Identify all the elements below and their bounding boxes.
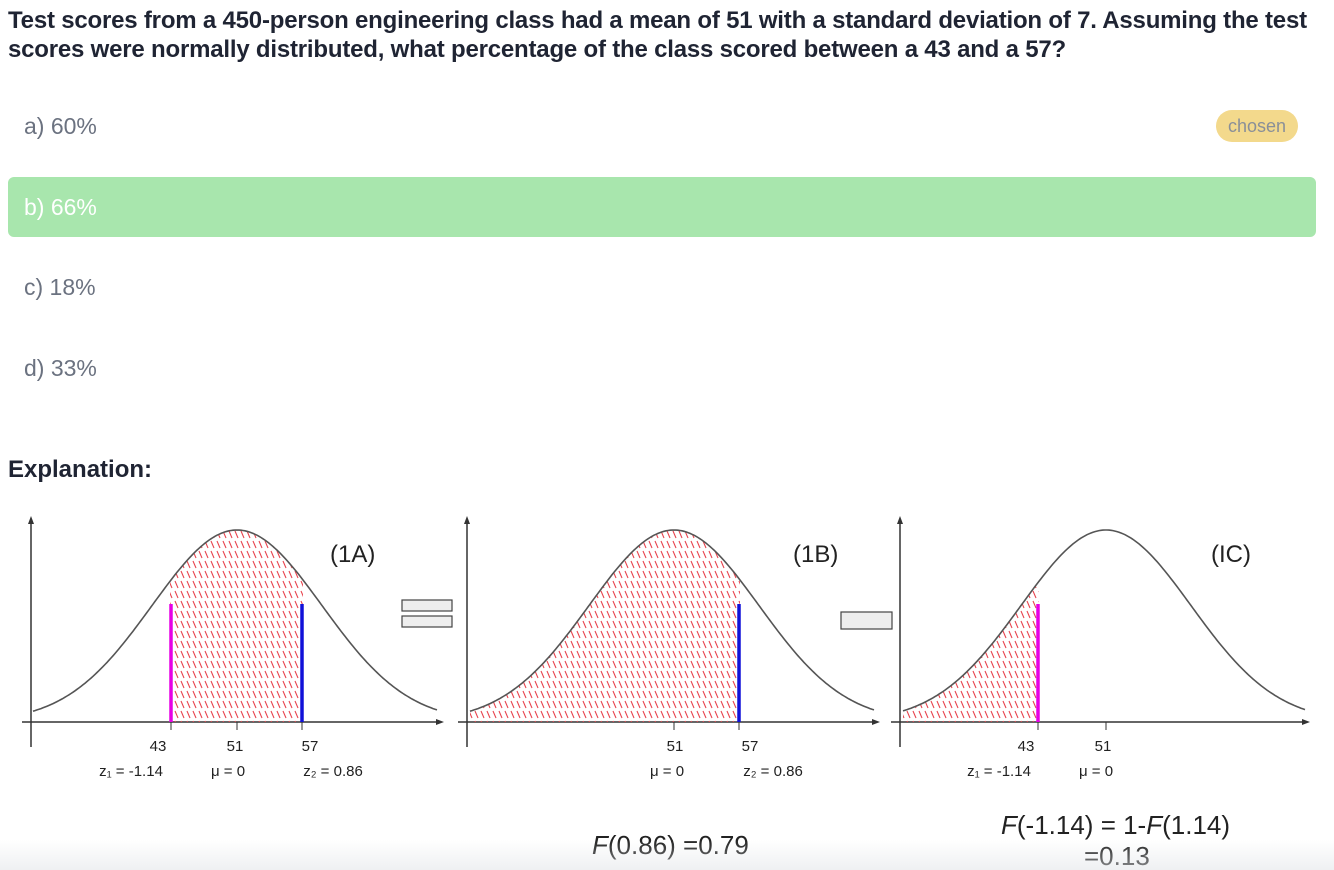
panel-1c-tick-43: 43 (1018, 738, 1035, 755)
option-d-label: d) 33% (24, 354, 97, 381)
panel-1b-label: (1B) (793, 541, 838, 568)
panel-1c-tick-51: 51 (1095, 738, 1112, 755)
question-text: Test scores from a 450-person engineerin… (8, 7, 1307, 63)
panel-1c: (IC) 43 51 z₁ = -1.14 μ = 0 F(-1.14) = 1… (891, 516, 1310, 870)
panel-1a-z1-label: z₁ = -1.14 (99, 763, 163, 780)
option-b-label: b) 66% (24, 193, 97, 220)
option-b[interactable]: b) 66% (8, 177, 1316, 237)
equals-sign (401, 599, 453, 628)
panel-1b-z2-label: z₂ = 0.86 (743, 763, 803, 780)
panel-1a-shaded-area (170, 530, 303, 722)
panel-1a-tick-43: 43 (150, 738, 167, 755)
panel-1b-curve (469, 529, 875, 712)
panel-1a-z2-label: z₂ = 0.86 (303, 763, 363, 780)
explanation-heading: Explanation: (8, 456, 153, 483)
panel-1c-z1-label: z₁ = -1.14 (967, 763, 1031, 780)
panel-1c-formula-line2: =0.13 (1084, 841, 1150, 870)
panel-1b-formula: F(0.86) =0.79 (592, 830, 749, 860)
panel-1b: (1B) 51 57 μ = 0 z₂ = 0.86 F(0.86) =0.79 (458, 516, 880, 860)
panel-1b-tick-57: 57 (742, 738, 759, 755)
panel-1b-shaded-area (470, 530, 740, 722)
panel-1b-mu-label: μ = 0 (650, 763, 684, 780)
explanation-figure: (1A) 43 51 57 z₁ = -1.14 μ = 0 z₂ = 0.86… (22, 516, 1310, 870)
panel-1c-curve (902, 529, 1306, 712)
minus-sign (840, 611, 893, 630)
panel-1a-mu-label: μ = 0 (211, 763, 245, 780)
option-a-label: a) 60% (24, 112, 97, 139)
panel-1b-tick-51: 51 (667, 738, 684, 755)
panel-1a: (1A) 43 51 57 z₁ = -1.14 μ = 0 z₂ = 0.86 (22, 516, 444, 780)
panel-1a-label: (1A) (330, 541, 375, 568)
panel-1a-tick-51: 51 (227, 738, 244, 755)
panel-1c-label: (IC) (1211, 541, 1251, 568)
chosen-badge: chosen (1215, 110, 1298, 142)
panel-1c-mu-label: μ = 0 (1079, 763, 1113, 780)
panel-1c-shaded-area (903, 581, 1039, 722)
option-c-label: c) 18% (24, 273, 96, 300)
panel-1a-curve (32, 529, 438, 712)
option-d[interactable]: d) 33% (8, 338, 1316, 398)
option-a[interactable]: a) 60% chosen (8, 96, 1316, 156)
option-c[interactable]: c) 18% (8, 257, 1316, 317)
panel-1c-formula-line1: F(-1.14) = 1-F(1.14) (1001, 810, 1230, 840)
panel-1a-tick-57: 57 (302, 738, 319, 755)
